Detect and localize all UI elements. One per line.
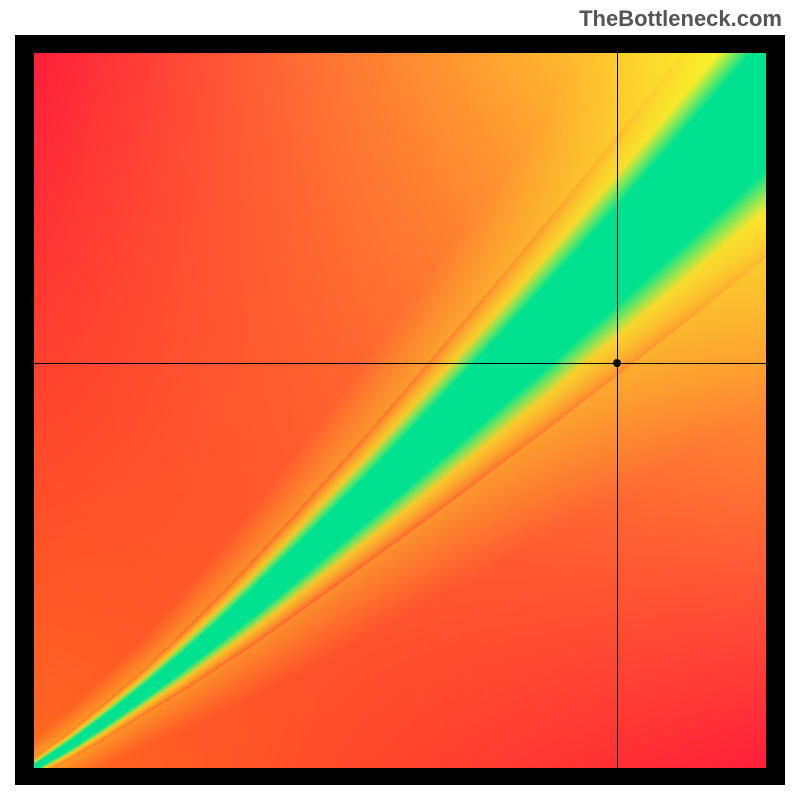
attribution-text: TheBottleneck.com	[579, 6, 782, 32]
crosshair-horizontal	[34, 363, 766, 364]
bottleneck-heatmap	[34, 53, 766, 768]
chart-container: TheBottleneck.com	[0, 0, 800, 800]
crosshair-vertical	[617, 53, 618, 768]
